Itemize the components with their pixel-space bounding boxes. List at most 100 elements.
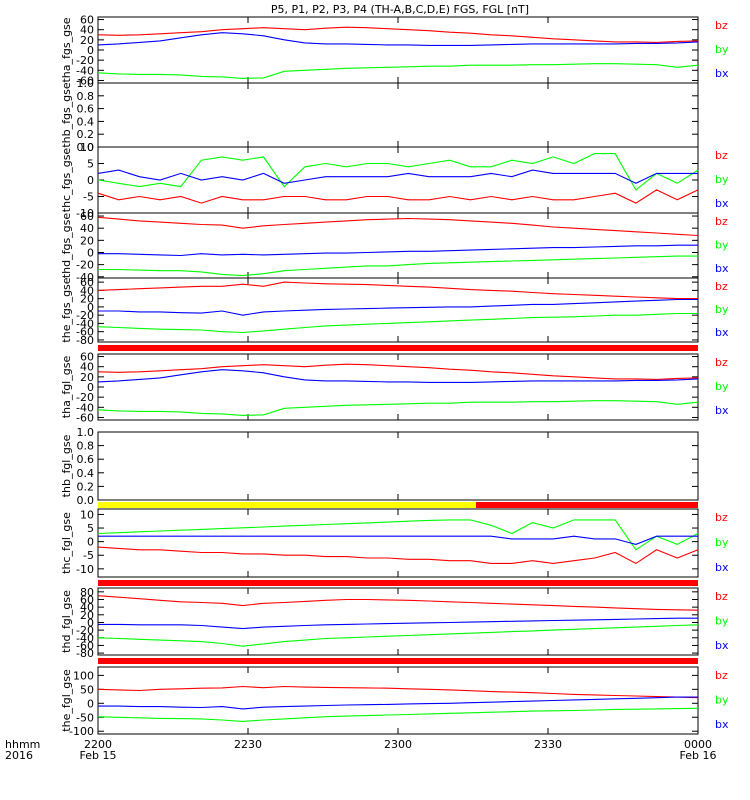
series-line-bx	[98, 617, 698, 630]
y-tick-label: -20	[76, 624, 94, 637]
y-tick-label: 0.0	[77, 494, 95, 507]
legend-entry-by: by	[715, 43, 729, 56]
y-tick-label: 0.4	[77, 467, 95, 480]
bottom-time-axis: hhmm 2016 2200 2230 2300 2330 0000 Feb 15 Feb …	[5, 738, 716, 762]
status-bar-red	[98, 658, 698, 664]
y-axis-label: thd_fgs_gse	[60, 213, 73, 279]
y-axis-label: the_fgs_gse	[60, 277, 73, 342]
y-tick-label: -5	[83, 549, 94, 562]
legend-entry-bx: bx	[715, 561, 729, 574]
y-tick-label: 20	[80, 234, 94, 247]
figure-title: P5, P1, P2, P3, P4 (TH-A,B,C,D,E) FGS, F…	[271, 3, 529, 16]
panel-frame	[97, 431, 699, 501]
series-line-bx	[97, 169, 698, 184]
series-line-by	[97, 153, 699, 191]
series-line-bz	[97, 595, 699, 611]
legend-entry-bz: bz	[715, 19, 728, 32]
y-tick-label: -80	[76, 334, 94, 347]
x-tick-label: 2230	[234, 738, 262, 751]
y-axis-label: thc_fgs_gse	[60, 148, 73, 213]
y-tick-label: 20	[80, 609, 94, 622]
panel-frame	[97, 212, 699, 279]
y-tick-label: 60	[80, 276, 94, 289]
legend-entry-by: by	[715, 173, 729, 186]
legend-entry-bx: bx	[715, 197, 729, 210]
y-tick-label: -20	[76, 259, 94, 272]
y-tick-label: -20	[76, 391, 94, 404]
y-tick-label: 0.8	[77, 90, 95, 103]
y-tick-label: -10	[76, 563, 94, 576]
series-line-bx	[97, 32, 699, 46]
y-tick-label: -50	[76, 711, 94, 724]
y-tick-label: 20	[80, 371, 94, 384]
legend-entry-bx: bx	[715, 718, 729, 731]
legend-entry-bx: bx	[715, 326, 729, 339]
y-tick-label: 100	[73, 669, 94, 682]
y-tick-label: 0.6	[77, 453, 95, 466]
y-tick-label: -20	[76, 309, 94, 322]
y-tick-label: -60	[76, 74, 94, 87]
y-tick-label: -40	[76, 401, 94, 414]
y-tick-label: -80	[76, 647, 94, 660]
panel-frame	[97, 82, 699, 148]
legend-entry-bz: bz	[715, 511, 728, 524]
x-tick-label: 0000	[684, 738, 712, 751]
y-axis-label: tha_fgs_gse	[60, 17, 73, 82]
y-tick-label: 0	[87, 301, 94, 314]
series-line-bx	[97, 369, 699, 383]
series-line-bz	[97, 26, 699, 43]
y-tick-label: 40	[80, 24, 94, 37]
status-bar-yellow	[98, 502, 476, 508]
series-line-bz	[97, 363, 699, 380]
x-tick-label: 2300	[384, 738, 412, 751]
series-line-by	[98, 255, 698, 277]
legend-entry-bx: bx	[715, 67, 729, 80]
y-tick-label: 5	[87, 158, 94, 171]
series-line-bx	[98, 535, 698, 545]
y-tick-label: 0.2	[77, 480, 95, 493]
y-tick-label: 0	[87, 697, 94, 710]
y-tick-label: 60	[80, 351, 94, 364]
y-tick-label: 60	[80, 593, 94, 606]
y-axis-label: the_fgl_gse	[60, 669, 73, 732]
series-line-by	[97, 400, 699, 416]
status-bar-red	[98, 580, 698, 586]
series-line-bz	[97, 546, 699, 565]
y-tick-label: 10	[80, 141, 94, 154]
y-tick-label: 20	[80, 293, 94, 306]
y-tick-label: 0	[87, 536, 94, 549]
series-line-by	[97, 519, 699, 551]
panel-frame	[97, 666, 699, 735]
y-tick-label: 0	[87, 246, 94, 259]
legend-entry-bz: bz	[715, 669, 728, 682]
legend-entry-bz: bz	[715, 590, 728, 603]
panel-frame	[97, 587, 699, 656]
y-tick-label: -10	[76, 207, 94, 220]
legend-entry-by: by	[715, 380, 729, 393]
y-tick-label: 5	[87, 522, 94, 535]
legend-entry-by: by	[715, 615, 729, 628]
x-tick-label: 2330	[534, 738, 562, 751]
axis-label-year: 2016	[5, 749, 33, 762]
y-tick-label: 0.2	[77, 128, 95, 141]
status-bar-red	[98, 345, 698, 351]
y-axis-label: thc_fgl_gse	[60, 512, 73, 574]
y-tick-label: -60	[76, 326, 94, 339]
y-tick-label: -40	[76, 632, 94, 645]
y-tick-label: 0.6	[77, 103, 95, 116]
y-tick-label: 40	[80, 284, 94, 297]
y-tick-label: 0	[87, 44, 94, 57]
y-tick-label: 0	[87, 174, 94, 187]
y-tick-label: -20	[76, 54, 94, 67]
y-tick-label: 20	[80, 34, 94, 47]
series-line-bz	[97, 281, 698, 300]
y-tick-label: -100	[69, 725, 94, 738]
